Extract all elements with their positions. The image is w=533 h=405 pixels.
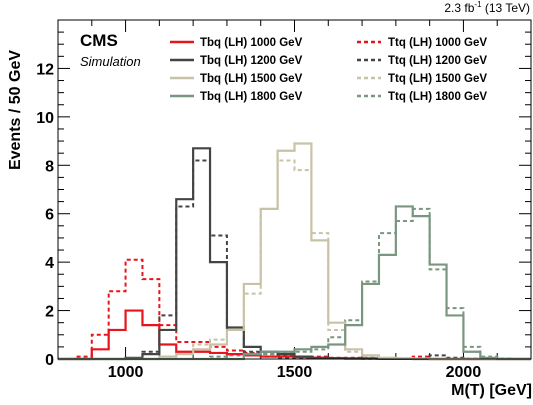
legend-label: Tbq (LH) 1200 GeV (200, 55, 303, 67)
x-tick-label: 1500 (277, 364, 313, 381)
cms-label: CMS (80, 31, 118, 50)
y-tick-label: 2 (45, 304, 54, 321)
y-tick-label: 8 (45, 158, 54, 175)
legend-label: Tbq (LH) 1000 GeV (200, 37, 303, 49)
histogram-tbq-lh-1500-gev (58, 142, 531, 361)
x-tick-label: 1000 (108, 364, 144, 381)
legend-label: Ttq (LH) 1800 GeV (388, 91, 487, 103)
y-tick-label: 12 (36, 61, 54, 78)
histogram-ttq-lh-1800-gev (58, 207, 531, 360)
legend-label: Tbq (LH) 1500 GeV (200, 73, 303, 85)
legend-label: Tbq (LH) 1800 GeV (200, 91, 303, 103)
legend-label: Ttq (LH) 1000 GeV (388, 37, 487, 49)
legend-label: Ttq (LH) 1200 GeV (388, 55, 487, 67)
y-tick-label: 10 (36, 110, 54, 127)
y-axis-title: Events / 50 GeV (7, 50, 24, 170)
plot-frame (57, 19, 532, 360)
histogram-tbq-lh-1800-gev (58, 205, 531, 361)
y-tick-label: 6 (45, 207, 54, 224)
y-tick-label: 0 (45, 352, 54, 369)
legend-label: Ttq (LH) 1500 GeV (388, 73, 487, 85)
histogram-tbq-lh-1200-gev (58, 147, 531, 361)
histogram-ttq-lh-1000-gev (58, 258, 531, 360)
x-axis-title: M(T) [GeV] (451, 382, 532, 399)
y-tick-label: 4 (45, 255, 54, 272)
lumi-label: 2.3 fb-1 (13 TeV) (444, 0, 530, 15)
simulation-label: Simulation (80, 54, 141, 69)
x-tick-label: 2000 (446, 364, 482, 381)
